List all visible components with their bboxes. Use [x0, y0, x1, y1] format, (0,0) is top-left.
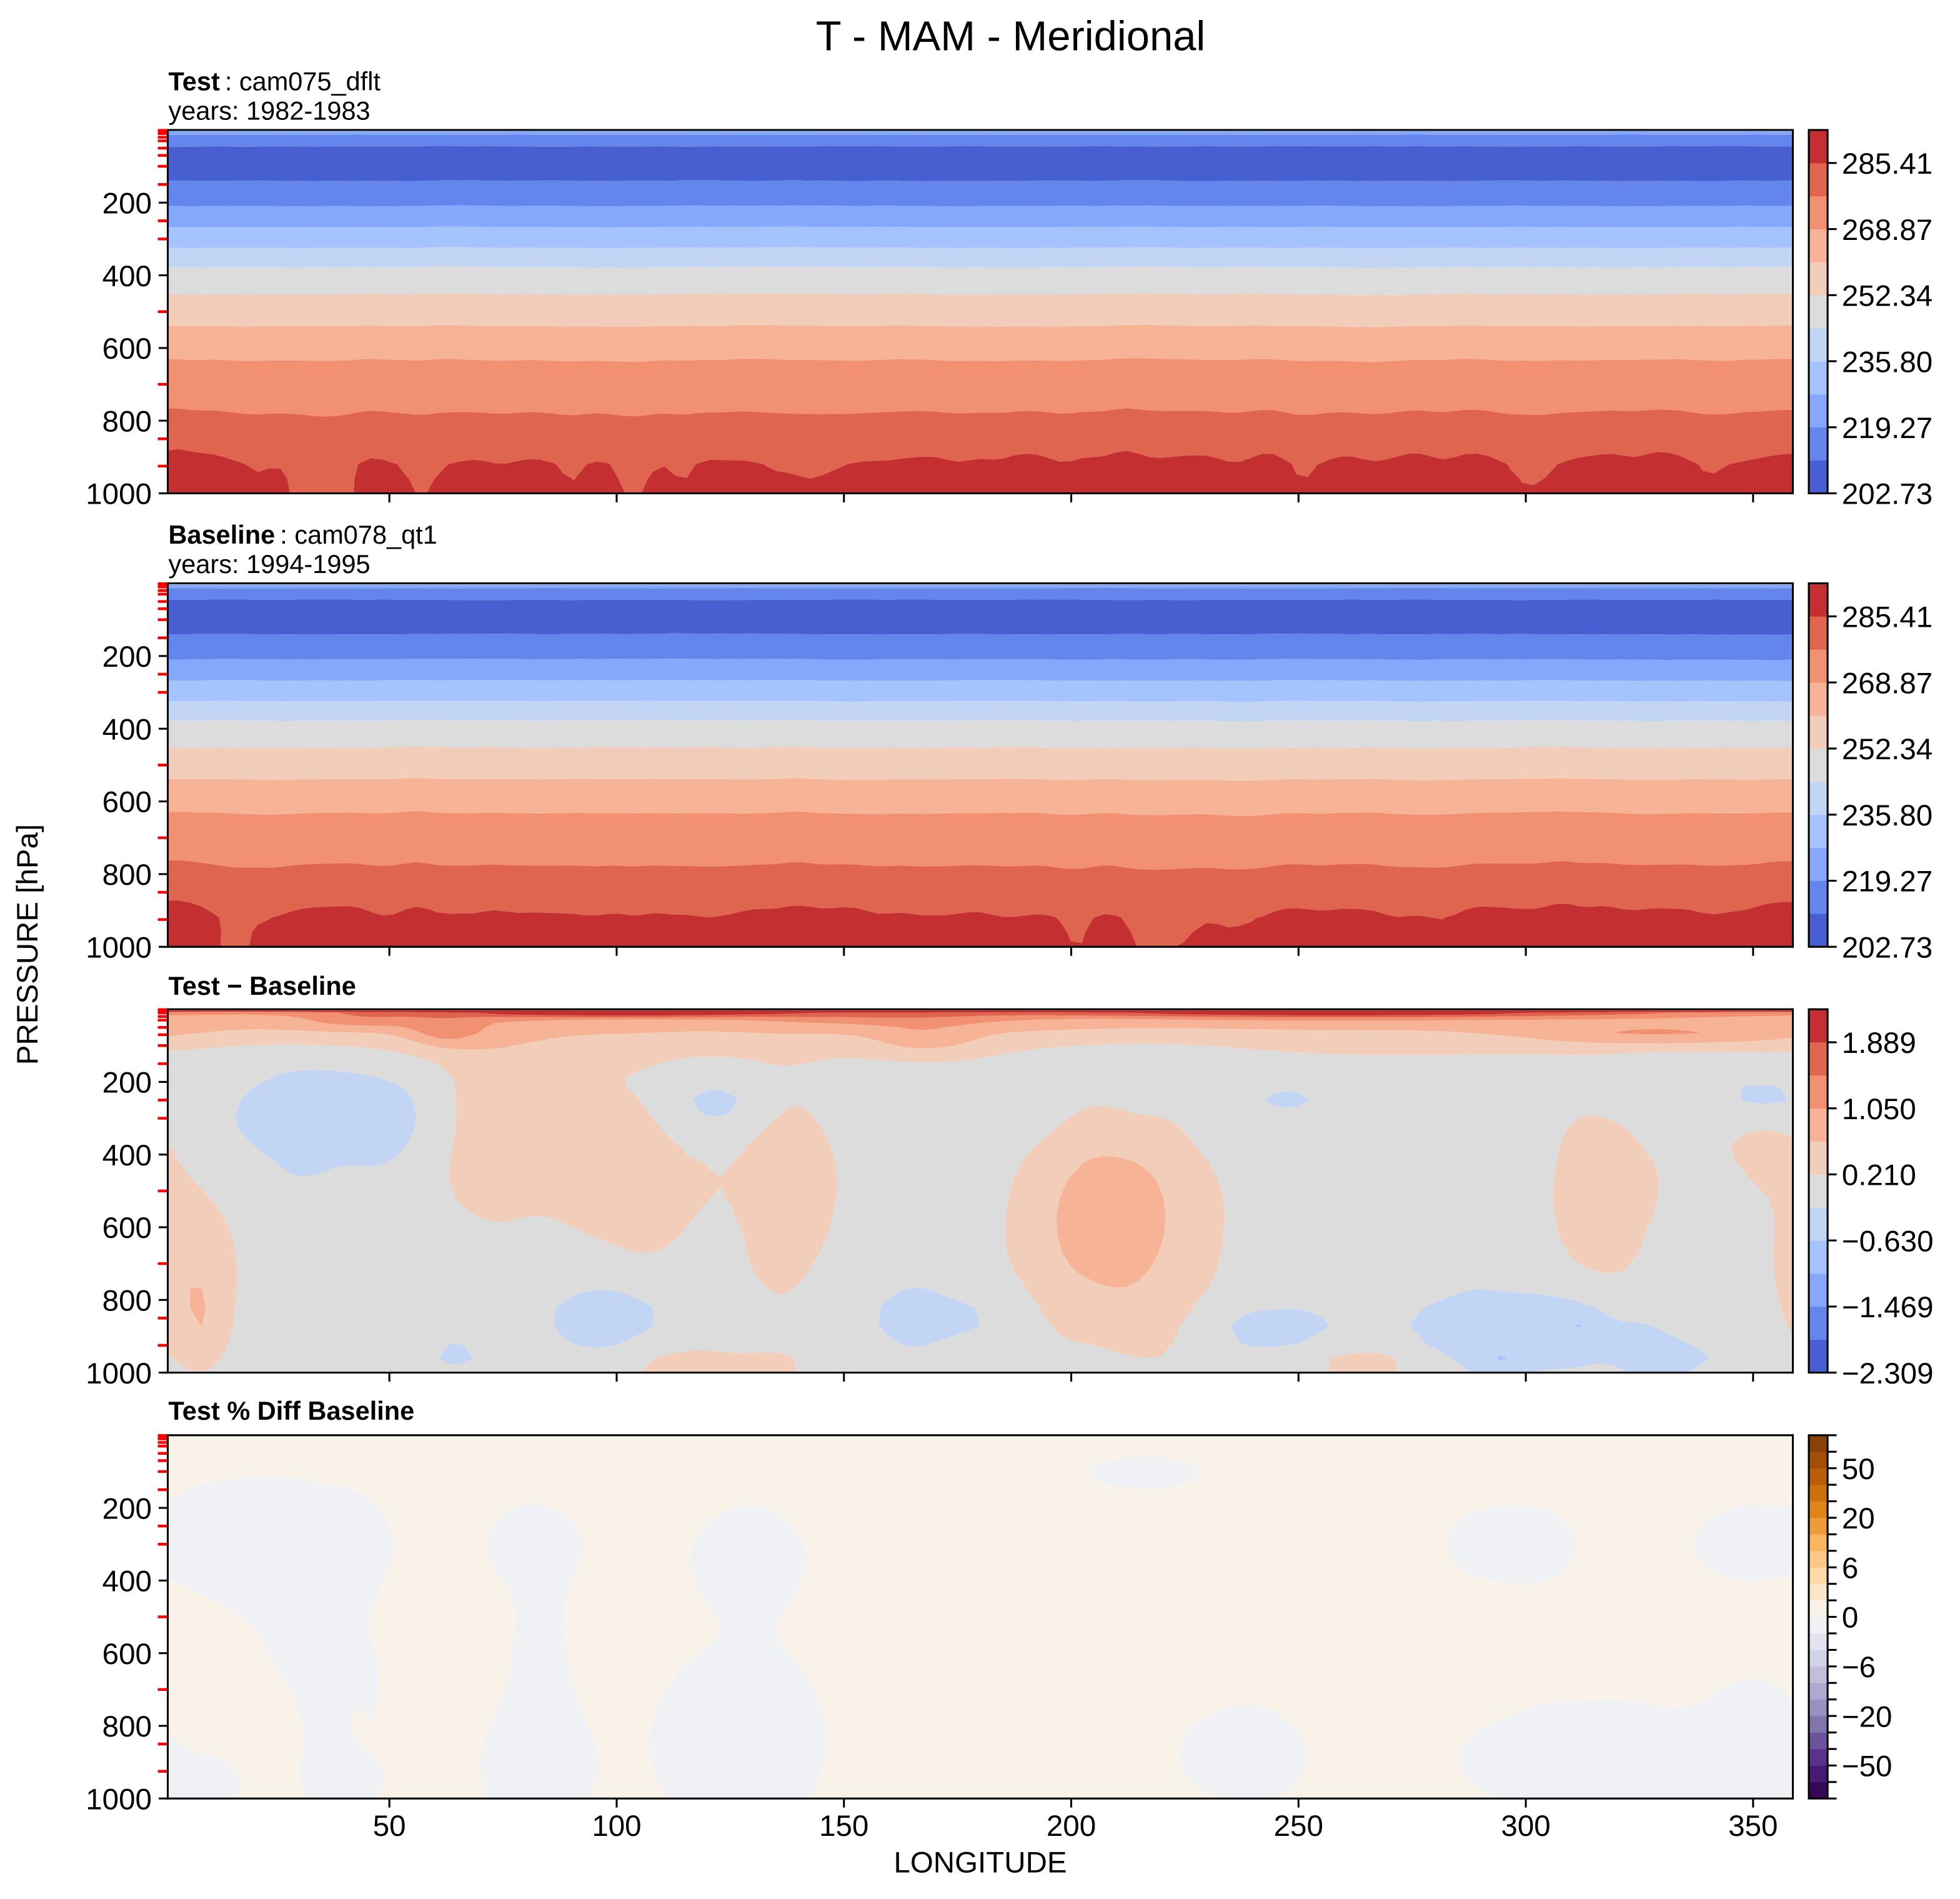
svg-text:−20: −20: [1842, 1700, 1893, 1733]
svg-text:200: 200: [1047, 1810, 1096, 1843]
svg-text:200: 200: [102, 187, 152, 221]
svg-text:600: 600: [102, 1212, 152, 1245]
svg-text:235.80: 235.80: [1842, 799, 1933, 832]
svg-text:1.050: 1.050: [1842, 1093, 1916, 1126]
svg-text:800: 800: [102, 859, 152, 892]
svg-text:300: 300: [1501, 1810, 1550, 1843]
svg-text:1000: 1000: [86, 931, 152, 964]
svg-text:400: 400: [102, 1565, 152, 1598]
svg-text:350: 350: [1728, 1810, 1778, 1843]
svg-text:Baseline: Baseline: [169, 520, 276, 549]
svg-text:1.889: 1.889: [1842, 1027, 1916, 1060]
svg-text:200: 200: [102, 1067, 152, 1100]
svg-text:Test % Diff Baseline: Test % Diff Baseline: [169, 1396, 415, 1425]
svg-text:: cam075_dflt: : cam075_dflt: [225, 66, 381, 96]
svg-text:Test: Test: [169, 66, 220, 96]
svg-text:400: 400: [102, 260, 152, 293]
svg-text:600: 600: [102, 332, 152, 366]
svg-text:years: 1994-1995: years: 1994-1995: [169, 549, 371, 579]
svg-text:219.27: 219.27: [1842, 412, 1933, 445]
svg-text:1000: 1000: [86, 1357, 152, 1390]
svg-text:200: 200: [102, 1492, 152, 1525]
svg-text:252.34: 252.34: [1842, 733, 1933, 766]
svg-text:600: 600: [102, 1638, 152, 1671]
svg-text:20: 20: [1842, 1502, 1875, 1535]
svg-text:−50: −50: [1842, 1750, 1893, 1783]
svg-text:400: 400: [102, 1139, 152, 1172]
svg-text:1000: 1000: [86, 1783, 152, 1816]
svg-text:268.87: 268.87: [1842, 667, 1933, 700]
svg-text:PRESSURE [hPa]: PRESSURE [hPa]: [11, 824, 44, 1065]
svg-text:50: 50: [1842, 1453, 1875, 1486]
svg-text:219.27: 219.27: [1842, 865, 1933, 899]
svg-text:0.210: 0.210: [1842, 1159, 1916, 1192]
svg-text:Test − Baseline: Test − Baseline: [169, 971, 356, 1000]
svg-text:235.80: 235.80: [1842, 346, 1933, 379]
svg-text:800: 800: [102, 1285, 152, 1318]
svg-text:800: 800: [102, 1710, 152, 1743]
svg-text:−2.309: −2.309: [1842, 1357, 1934, 1390]
svg-text:−1.469: −1.469: [1842, 1291, 1934, 1324]
svg-text:100: 100: [592, 1810, 641, 1843]
svg-text:LONGITUDE: LONGITUDE: [893, 1846, 1067, 1879]
svg-text:−6: −6: [1842, 1651, 1876, 1684]
svg-text:800: 800: [102, 405, 152, 438]
svg-text:252.34: 252.34: [1842, 280, 1933, 313]
svg-text:0: 0: [1842, 1602, 1858, 1635]
svg-text:50: 50: [373, 1810, 406, 1843]
svg-text:202.73: 202.73: [1842, 931, 1933, 964]
svg-text:285.41: 285.41: [1842, 147, 1933, 181]
svg-text:268.87: 268.87: [1842, 214, 1933, 247]
svg-text:years: 1982-1983: years: 1982-1983: [169, 96, 371, 125]
svg-text:: cam078_qt1: : cam078_qt1: [280, 520, 437, 549]
svg-text:150: 150: [819, 1810, 868, 1843]
svg-text:285.41: 285.41: [1842, 601, 1933, 634]
svg-text:400: 400: [102, 713, 152, 746]
svg-text:202.73: 202.73: [1842, 478, 1933, 511]
svg-text:−0.630: −0.630: [1842, 1225, 1934, 1258]
svg-text:T - MAM - Meridional: T - MAM - Meridional: [816, 13, 1206, 60]
svg-text:250: 250: [1274, 1810, 1323, 1843]
svg-text:200: 200: [102, 640, 152, 674]
svg-text:1000: 1000: [86, 478, 152, 511]
svg-text:6: 6: [1842, 1552, 1858, 1585]
svg-text:600: 600: [102, 786, 152, 819]
